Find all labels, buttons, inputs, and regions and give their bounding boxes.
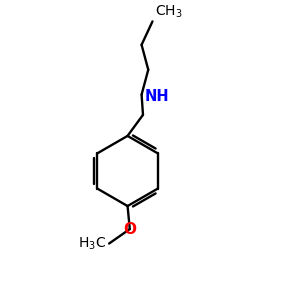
Text: O: O (123, 221, 136, 236)
Text: H$_3$C: H$_3$C (78, 235, 106, 252)
Text: NH: NH (145, 88, 170, 104)
Text: CH$_3$: CH$_3$ (155, 3, 182, 20)
